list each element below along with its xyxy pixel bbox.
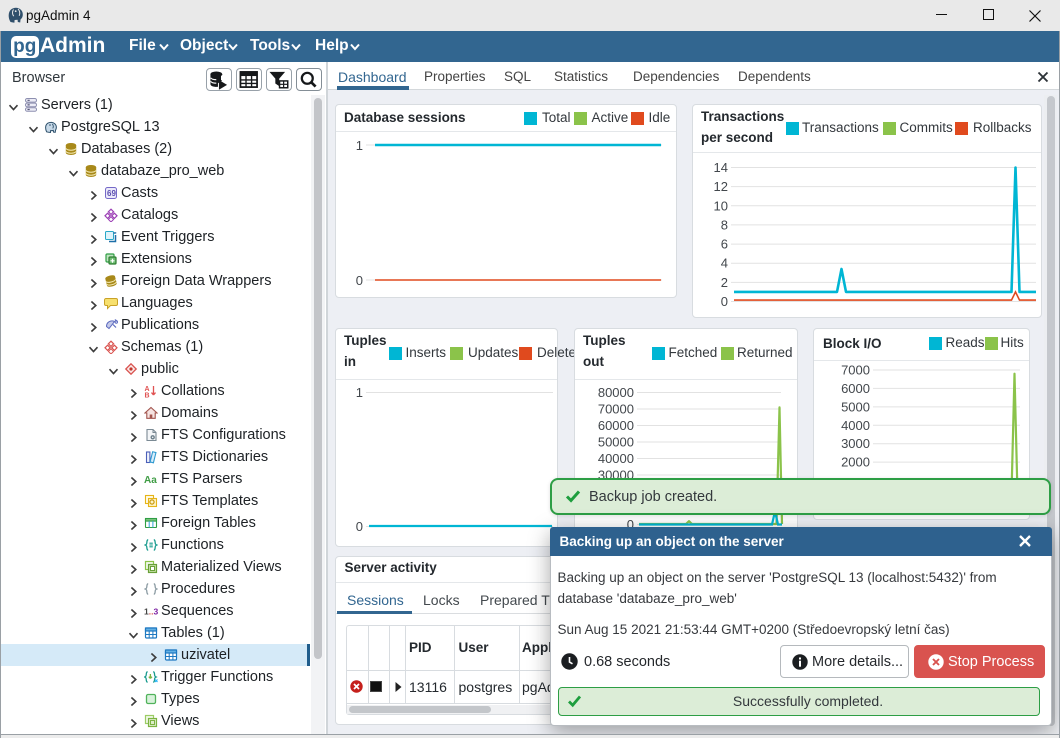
svg-text:6000: 6000 — [841, 380, 870, 395]
svg-text:4: 4 — [721, 255, 728, 270]
svg-text:0: 0 — [627, 517, 634, 532]
svg-text:Aa: Aa — [144, 475, 157, 486]
svg-text:2000: 2000 — [841, 454, 870, 469]
svg-text:4000: 4000 — [841, 417, 870, 432]
svg-text:2: 2 — [721, 274, 728, 289]
svg-text:70000: 70000 — [598, 401, 634, 416]
svg-text:5000: 5000 — [841, 399, 870, 414]
svg-text:0: 0 — [721, 294, 728, 309]
svg-text:6: 6 — [721, 236, 728, 251]
svg-text:0: 0 — [356, 273, 363, 288]
svg-text:10: 10 — [714, 198, 728, 213]
svg-text:40000: 40000 — [598, 451, 634, 466]
svg-text:B: B — [145, 393, 150, 399]
svg-text:1: 1 — [356, 138, 363, 153]
svg-text:A: A — [145, 386, 150, 393]
svg-text:0: 0 — [356, 519, 363, 534]
svg-text:8: 8 — [721, 217, 728, 232]
svg-text:12: 12 — [714, 179, 728, 194]
svg-text:3000: 3000 — [841, 436, 870, 451]
svg-text:69: 69 — [107, 189, 116, 198]
svg-text:1: 1 — [356, 385, 363, 400]
svg-text:7000: 7000 — [841, 362, 870, 377]
svg-text:60000: 60000 — [598, 418, 634, 433]
svg-text:14: 14 — [714, 160, 728, 175]
svg-text:50000: 50000 — [598, 434, 634, 449]
svg-text:1..3: 1..3 — [144, 607, 158, 617]
svg-text:80000: 80000 — [598, 385, 634, 400]
